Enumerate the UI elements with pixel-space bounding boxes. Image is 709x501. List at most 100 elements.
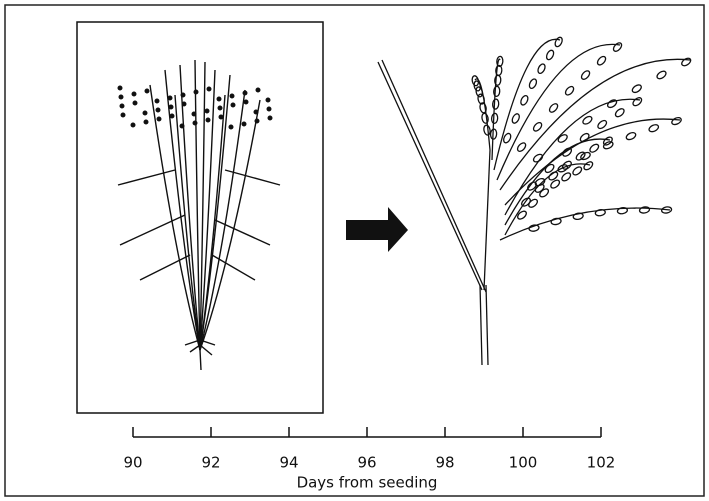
grain xyxy=(168,104,174,110)
grain xyxy=(503,132,512,144)
tiller xyxy=(149,84,201,351)
grain xyxy=(255,87,261,93)
grain xyxy=(589,143,600,153)
time-axis: 90 92 94 96 98 100 102 xyxy=(123,427,615,472)
grain xyxy=(180,92,186,98)
grain xyxy=(205,117,211,123)
grain xyxy=(575,151,586,161)
grain xyxy=(156,116,162,122)
grain xyxy=(520,94,529,106)
grain xyxy=(119,103,125,109)
grain xyxy=(192,120,198,126)
grain xyxy=(492,98,500,110)
grain xyxy=(572,166,583,176)
branch xyxy=(493,38,561,171)
grain xyxy=(561,172,572,182)
grain xyxy=(191,111,197,117)
tick-label: 96 xyxy=(357,454,376,472)
grain xyxy=(539,188,550,198)
tick-label: 90 xyxy=(123,454,142,472)
grain xyxy=(548,103,559,113)
grain xyxy=(471,75,480,87)
grain xyxy=(489,128,498,140)
grain xyxy=(230,102,236,108)
tick-label: 98 xyxy=(435,454,454,472)
grain xyxy=(131,91,137,97)
branch xyxy=(496,43,621,181)
grain xyxy=(602,141,614,150)
tick-label: 102 xyxy=(587,454,616,472)
grain xyxy=(527,181,537,191)
branch xyxy=(491,58,501,161)
branch xyxy=(504,163,591,236)
leaf xyxy=(139,254,191,281)
grain xyxy=(564,85,575,96)
grain xyxy=(243,99,249,105)
branch xyxy=(504,98,641,216)
tiller xyxy=(199,94,226,351)
grain xyxy=(550,179,561,189)
arrow xyxy=(346,207,408,252)
leaf xyxy=(119,214,186,246)
grain xyxy=(572,212,584,221)
grain xyxy=(597,119,608,130)
grain xyxy=(241,121,247,127)
leaf xyxy=(381,59,487,293)
grain xyxy=(475,86,483,98)
grain xyxy=(494,74,502,86)
grain xyxy=(265,97,271,103)
grain xyxy=(218,114,224,120)
tiller xyxy=(199,69,216,351)
grain xyxy=(253,109,259,115)
grain xyxy=(266,106,272,112)
grain xyxy=(130,122,136,128)
grain xyxy=(120,112,126,118)
grain xyxy=(550,217,562,226)
grain xyxy=(537,63,546,75)
grain xyxy=(267,115,273,121)
grain xyxy=(671,116,682,126)
grain xyxy=(495,64,503,77)
grain xyxy=(557,134,568,143)
grain xyxy=(493,85,501,98)
grain xyxy=(179,123,185,129)
roots xyxy=(184,339,216,371)
grain xyxy=(242,90,248,96)
rice-plant-illustration xyxy=(117,59,281,371)
grain xyxy=(167,95,173,101)
grain xyxy=(614,108,625,118)
grain xyxy=(648,124,660,133)
stem xyxy=(483,149,491,291)
grain xyxy=(583,161,594,171)
grain xyxy=(206,86,212,92)
grain xyxy=(117,85,123,91)
grain xyxy=(217,105,223,111)
leaf xyxy=(214,219,271,246)
tiller xyxy=(199,89,246,351)
grain xyxy=(473,80,482,92)
tiller xyxy=(199,61,206,351)
grain xyxy=(216,96,222,102)
grain xyxy=(612,42,623,52)
grain xyxy=(204,108,210,114)
grain xyxy=(528,198,539,208)
grain xyxy=(596,55,607,66)
stem xyxy=(485,284,489,366)
grain xyxy=(229,93,235,99)
grain xyxy=(144,88,150,94)
grain xyxy=(193,89,199,95)
tick-label: 100 xyxy=(509,454,538,472)
plant-frame xyxy=(76,21,324,414)
tick-label: 94 xyxy=(279,454,298,472)
branch xyxy=(504,138,611,226)
grain xyxy=(132,100,138,106)
grain xyxy=(656,70,667,80)
grain xyxy=(631,84,642,94)
grain xyxy=(517,210,527,220)
grain xyxy=(638,206,651,214)
grain xyxy=(544,163,555,174)
grain xyxy=(479,102,487,114)
grain xyxy=(155,107,161,113)
tick-label: 92 xyxy=(201,454,220,472)
tiller xyxy=(179,64,201,351)
